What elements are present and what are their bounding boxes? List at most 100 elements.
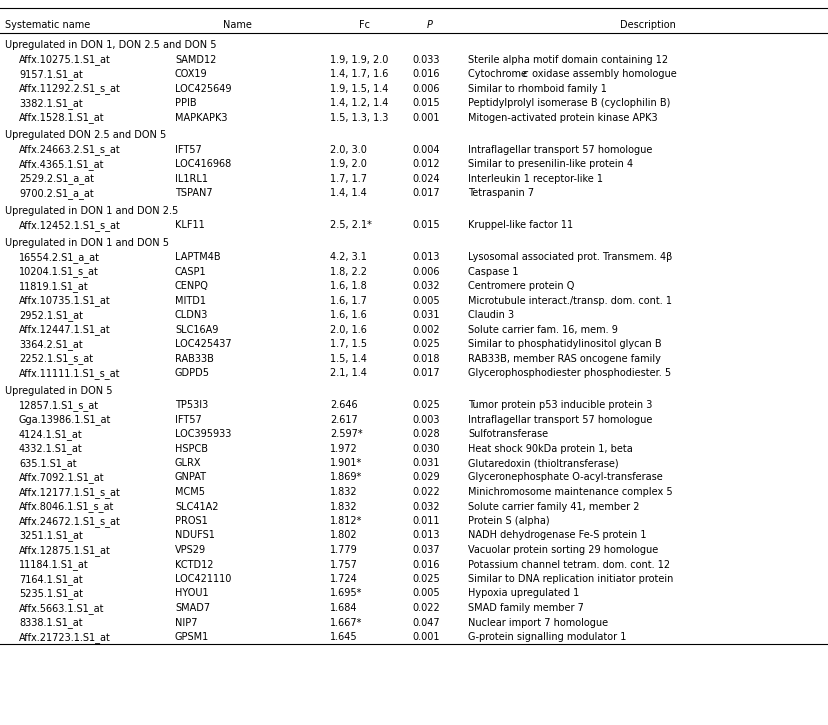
Text: LOC395933: LOC395933 — [175, 429, 231, 439]
Text: MAPKAPK3: MAPKAPK3 — [175, 112, 227, 123]
Text: 0.015: 0.015 — [412, 220, 439, 230]
Text: 1.832: 1.832 — [330, 487, 357, 497]
Text: SLC16A9: SLC16A9 — [175, 325, 218, 334]
Text: Intraflagellar transport 57 homologue: Intraflagellar transport 57 homologue — [468, 415, 652, 425]
Text: Name: Name — [222, 20, 251, 30]
Text: 0.022: 0.022 — [412, 487, 439, 497]
Text: 1.6, 1.8: 1.6, 1.8 — [330, 281, 366, 291]
Text: 0.001: 0.001 — [412, 632, 439, 642]
Text: CENPQ: CENPQ — [175, 281, 209, 291]
Text: 1.6, 1.6: 1.6, 1.6 — [330, 310, 366, 320]
Text: Fc: Fc — [359, 20, 370, 30]
Text: 0.005: 0.005 — [412, 296, 439, 305]
Text: LOC416968: LOC416968 — [175, 159, 231, 169]
Text: Solute carrier fam. 16, mem. 9: Solute carrier fam. 16, mem. 9 — [468, 325, 617, 334]
Text: 1.8, 2.2: 1.8, 2.2 — [330, 267, 367, 276]
Text: 1.645: 1.645 — [330, 632, 357, 642]
Text: 0.030: 0.030 — [412, 444, 439, 454]
Text: NDUFS1: NDUFS1 — [175, 531, 214, 541]
Text: IFT57: IFT57 — [175, 144, 201, 154]
Text: IL1RL1: IL1RL1 — [175, 173, 208, 183]
Text: 0.032: 0.032 — [412, 502, 439, 512]
Text: 1.4, 1.7, 1.6: 1.4, 1.7, 1.6 — [330, 69, 388, 79]
Text: 1.812*: 1.812* — [330, 516, 362, 526]
Text: Lysosomal associated prot. Transmem. 4β: Lysosomal associated prot. Transmem. 4β — [468, 252, 672, 262]
Text: Sulfotransferase: Sulfotransferase — [468, 429, 547, 439]
Text: 0.037: 0.037 — [412, 545, 439, 555]
Text: Peptidylprolyl isomerase B (cyclophilin B): Peptidylprolyl isomerase B (cyclophilin … — [468, 98, 670, 108]
Text: 3382.1.S1_at: 3382.1.S1_at — [19, 98, 83, 109]
Text: 0.025: 0.025 — [412, 400, 439, 410]
Text: PROS1: PROS1 — [175, 516, 208, 526]
Text: 11819.1.S1_at: 11819.1.S1_at — [19, 281, 89, 292]
Text: TP53I3: TP53I3 — [175, 400, 208, 410]
Text: CLDN3: CLDN3 — [175, 310, 208, 320]
Text: KCTD12: KCTD12 — [175, 560, 214, 570]
Text: LOC425437: LOC425437 — [175, 339, 231, 349]
Text: Affx.12875.1.S1_at: Affx.12875.1.S1_at — [19, 545, 111, 556]
Text: 1.832: 1.832 — [330, 502, 357, 512]
Text: Upregulated in DON 1 and DON 5: Upregulated in DON 1 and DON 5 — [5, 238, 169, 247]
Text: HSPCB: HSPCB — [175, 444, 208, 454]
Text: Nuclear import 7 homologue: Nuclear import 7 homologue — [468, 618, 608, 628]
Text: 1.9, 1.9, 2.0: 1.9, 1.9, 2.0 — [330, 54, 388, 65]
Text: 2.1, 1.4: 2.1, 1.4 — [330, 368, 367, 378]
Text: 1.869*: 1.869* — [330, 473, 362, 483]
Text: NADH dehydrogenase Fe-S protein 1: NADH dehydrogenase Fe-S protein 1 — [468, 531, 646, 541]
Text: 2.597*: 2.597* — [330, 429, 362, 439]
Text: Affx.10735.1.S1_at: Affx.10735.1.S1_at — [19, 296, 111, 307]
Text: 0.002: 0.002 — [412, 325, 439, 334]
Text: Protein S (alpha): Protein S (alpha) — [468, 516, 549, 526]
Text: c: c — [522, 69, 527, 79]
Text: Cytochrome: Cytochrome — [468, 69, 529, 79]
Text: 0.006: 0.006 — [412, 83, 439, 94]
Text: Similar to DNA replication initiator protein: Similar to DNA replication initiator pro… — [468, 574, 672, 584]
Text: Gga.13986.1.S1_at: Gga.13986.1.S1_at — [19, 415, 111, 426]
Text: G-protein signalling modulator 1: G-protein signalling modulator 1 — [468, 632, 626, 642]
Text: Affx.8046.1.S1_s_at: Affx.8046.1.S1_s_at — [19, 502, 114, 513]
Text: Upregulated in DON 5: Upregulated in DON 5 — [5, 386, 113, 396]
Text: 2529.2.S1_a_at: 2529.2.S1_a_at — [19, 173, 94, 184]
Text: 2.0, 3.0: 2.0, 3.0 — [330, 144, 367, 154]
Text: Tumor protein p53 inducible protein 3: Tumor protein p53 inducible protein 3 — [468, 400, 652, 410]
Text: 0.017: 0.017 — [412, 368, 439, 378]
Text: Affx.4365.1.S1_at: Affx.4365.1.S1_at — [19, 159, 104, 170]
Text: PPIB: PPIB — [175, 98, 196, 108]
Text: MITD1: MITD1 — [175, 296, 205, 305]
Text: Similar to phosphatidylinositol glycan B: Similar to phosphatidylinositol glycan B — [468, 339, 661, 349]
Text: NIP7: NIP7 — [175, 618, 197, 628]
Text: 10204.1.S1_s_at: 10204.1.S1_s_at — [19, 267, 99, 278]
Text: 12857.1.S1_s_at: 12857.1.S1_s_at — [19, 400, 99, 411]
Text: 0.006: 0.006 — [412, 267, 439, 276]
Text: 11184.1.S1_at: 11184.1.S1_at — [19, 560, 89, 571]
Text: 0.029: 0.029 — [412, 473, 439, 483]
Text: Systematic name: Systematic name — [5, 20, 90, 30]
Text: 1.4, 1.2, 1.4: 1.4, 1.2, 1.4 — [330, 98, 388, 108]
Text: 1.4, 1.4: 1.4, 1.4 — [330, 188, 366, 198]
Text: RAB33B, member RAS oncogene family: RAB33B, member RAS oncogene family — [468, 354, 660, 363]
Text: Affx.1528.1.S1_at: Affx.1528.1.S1_at — [19, 112, 104, 123]
Text: 1.6, 1.7: 1.6, 1.7 — [330, 296, 367, 305]
Text: 1.5, 1.4: 1.5, 1.4 — [330, 354, 367, 363]
Text: Affx.24663.2.S1_s_at: Affx.24663.2.S1_s_at — [19, 144, 121, 155]
Text: 2.617: 2.617 — [330, 415, 358, 425]
Text: LOC421110: LOC421110 — [175, 574, 231, 584]
Text: CASP1: CASP1 — [175, 267, 206, 276]
Text: Potassium channel tetram. dom. cont. 12: Potassium channel tetram. dom. cont. 12 — [468, 560, 669, 570]
Text: Affx.11292.2.S1_s_at: Affx.11292.2.S1_s_at — [19, 83, 121, 94]
Text: 2.5, 2.1*: 2.5, 2.1* — [330, 220, 372, 230]
Text: 1.802: 1.802 — [330, 531, 357, 541]
Text: Upregulated DON 2.5 and DON 5: Upregulated DON 2.5 and DON 5 — [5, 130, 166, 140]
Text: SMAD family member 7: SMAD family member 7 — [468, 603, 583, 613]
Text: RAB33B: RAB33B — [175, 354, 214, 363]
Text: 0.031: 0.031 — [412, 458, 439, 468]
Text: LAPTM4B: LAPTM4B — [175, 252, 220, 262]
Text: 1.779: 1.779 — [330, 545, 358, 555]
Text: Mitogen-activated protein kinase APK3: Mitogen-activated protein kinase APK3 — [468, 112, 657, 123]
Text: 0.031: 0.031 — [412, 310, 439, 320]
Text: Interleukin 1 receptor-like 1: Interleukin 1 receptor-like 1 — [468, 173, 602, 183]
Text: 1.724: 1.724 — [330, 574, 358, 584]
Text: Glyceronephosphate O-acyl-transferase: Glyceronephosphate O-acyl-transferase — [468, 473, 662, 483]
Text: 4332.1.S1_at: 4332.1.S1_at — [19, 444, 83, 455]
Text: Vacuolar protein sorting 29 homologue: Vacuolar protein sorting 29 homologue — [468, 545, 657, 555]
